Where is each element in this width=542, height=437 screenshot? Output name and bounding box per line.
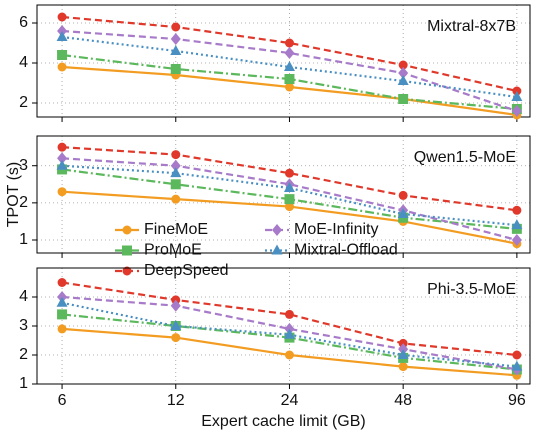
panel-title: Qwen1.5-MoE — [414, 149, 516, 166]
marker — [283, 182, 295, 192]
marker — [398, 67, 409, 79]
legend-label: FineMoE — [144, 221, 208, 238]
x-axis-label: Expert cache limit (GB) — [201, 413, 365, 430]
x-tick-label: 12 — [167, 392, 185, 409]
y-tick-label: 2 — [19, 194, 28, 211]
marker — [57, 25, 68, 37]
marker — [271, 244, 283, 255]
marker — [57, 187, 67, 197]
marker — [57, 324, 67, 334]
marker — [272, 224, 282, 236]
marker — [170, 159, 181, 172]
marker — [56, 31, 68, 41]
marker — [398, 362, 408, 372]
marker — [397, 75, 409, 85]
marker — [170, 179, 181, 190]
marker — [57, 278, 67, 287]
y-tick-label: 4 — [19, 54, 28, 71]
marker — [284, 47, 295, 59]
marker — [56, 296, 68, 307]
marker — [511, 360, 523, 371]
marker — [511, 105, 522, 117]
marker — [57, 62, 67, 72]
marker — [57, 12, 67, 22]
marker — [171, 150, 181, 160]
marker — [170, 167, 182, 178]
marker — [284, 82, 294, 92]
marker — [170, 320, 182, 330]
series-line — [61, 281, 517, 357]
marker — [170, 299, 181, 312]
marker — [284, 74, 295, 84]
marker — [398, 60, 408, 70]
marker — [171, 22, 181, 32]
marker — [398, 190, 408, 200]
y-tick-label: 1 — [19, 375, 28, 392]
marker — [284, 38, 294, 48]
series-line — [61, 164, 517, 227]
x-tick-label: 24 — [281, 392, 299, 409]
series-line — [61, 35, 518, 99]
marker — [511, 219, 523, 230]
y-tick-label: 1 — [19, 231, 28, 248]
marker — [122, 225, 132, 235]
legend-label: ProMoE — [144, 242, 202, 259]
y-tick-label: 4 — [19, 288, 28, 305]
marker — [397, 208, 409, 218]
plot-frame — [36, 135, 531, 254]
marker — [283, 61, 295, 71]
marker — [397, 349, 409, 359]
panel-title: Mixtral-8x7B — [427, 18, 516, 35]
marker — [512, 205, 522, 215]
y-axis-label: TPOT (s) — [5, 162, 22, 227]
x-tick-label: 48 — [394, 392, 412, 409]
marker — [512, 350, 522, 360]
marker — [57, 309, 68, 320]
marker — [170, 33, 181, 45]
marker — [284, 350, 294, 360]
marker — [170, 64, 181, 74]
marker — [511, 91, 523, 101]
marker — [171, 194, 181, 204]
y-tick-label: 6 — [19, 14, 28, 31]
marker — [284, 194, 295, 205]
marker — [511, 234, 522, 246]
marker — [57, 152, 68, 165]
x-tick-label: 96 — [508, 392, 526, 409]
plot-frame — [36, 267, 531, 385]
marker — [122, 266, 132, 276]
y-tick-label: 3 — [19, 157, 28, 174]
marker — [122, 245, 132, 256]
marker — [284, 202, 294, 212]
plot-frame — [36, 4, 531, 118]
marker — [170, 45, 182, 55]
marker — [284, 309, 294, 319]
panel-title: Phi-3.5-MoE — [427, 281, 516, 298]
marker — [283, 328, 295, 339]
y-tick-label: 2 — [19, 346, 28, 363]
legend-label: Mixtral-Offload — [294, 242, 398, 259]
marker — [284, 168, 294, 178]
x-tick-label: 6 — [58, 392, 67, 409]
marker — [57, 50, 68, 60]
marker — [57, 142, 67, 152]
y-tick-label: 3 — [19, 317, 28, 334]
marker — [398, 94, 409, 104]
marker — [171, 333, 181, 343]
marker — [56, 159, 68, 170]
y-tick-label: 2 — [19, 94, 28, 111]
legend-label: DeepSpeed — [144, 262, 229, 279]
legend-label: MoE-Infinity — [294, 221, 378, 238]
